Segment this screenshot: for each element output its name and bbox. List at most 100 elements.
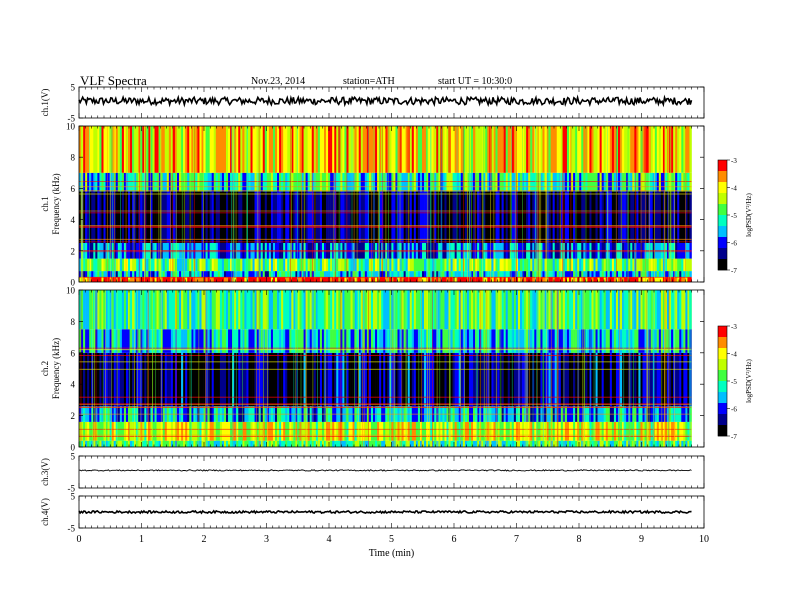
spectrogram-cell: [179, 172, 182, 192]
spectrogram-cell: [358, 191, 362, 243]
spectrogram-cell: [295, 126, 298, 173]
spectrogram-cell: [517, 271, 521, 278]
spectrogram-cell: [462, 191, 466, 243]
colorbar-cell: [718, 204, 727, 208]
spectrogram-cell: [350, 290, 353, 330]
spectrogram-cell: [164, 352, 168, 407]
spectrogram-cell: [585, 329, 588, 353]
spectrogram-cell: [332, 440, 335, 447]
spectrogram-cell: [309, 271, 313, 278]
spectrogram-cell: [638, 290, 641, 330]
colorbar-cell: [718, 427, 727, 431]
spectrogram-cell: [238, 352, 241, 407]
spectrogram-cell: [121, 421, 125, 441]
spectrogram-cell: [142, 258, 145, 272]
spectrogram-cell: [632, 191, 635, 243]
colorbar-cell: [718, 162, 727, 166]
spectrogram-cell: [91, 258, 94, 272]
spectrogram-cell: [362, 172, 366, 192]
spectrogram-cell: [130, 440, 133, 447]
spectrogram-cell: [89, 126, 92, 173]
spectrogram-cell: [581, 271, 584, 278]
spectrogram-cell: [391, 172, 394, 192]
spectrogram-cell: [152, 329, 155, 353]
spectrogram-cell: [354, 290, 357, 330]
spectrogram-cell: [297, 258, 300, 272]
spectrogram-cell: [383, 172, 386, 192]
spectrogram-cell: [379, 258, 382, 272]
spectrogram-cell: [270, 277, 274, 282]
spectrogram-cell: [240, 271, 243, 278]
spectrogram-cell: [528, 172, 531, 192]
spectrogram-cell: [364, 277, 368, 282]
spectrogram-cell: [573, 172, 576, 192]
spectrogram-cell: [446, 352, 449, 407]
spectrogram-cell: [658, 191, 662, 243]
spectrogram-cell: [515, 271, 519, 278]
colorbar-cell: [718, 187, 727, 191]
spectrogram-cell: [201, 290, 204, 330]
spectrogram-cell: [473, 290, 476, 330]
spectrogram-cell: [354, 271, 357, 278]
spectrogram-cell: [450, 172, 453, 192]
colorbar-cell: [718, 370, 727, 374]
spectrogram-cell: [387, 329, 390, 353]
spectrogram-cell: [166, 352, 170, 407]
spectrogram-cell: [599, 329, 602, 353]
spectrogram-cell: [393, 258, 396, 272]
spectrogram-cell: [611, 329, 615, 353]
spectrogram-cell: [656, 271, 660, 278]
spectrogram-cell: [638, 258, 641, 272]
spectrogram-cell: [177, 172, 180, 192]
spectrogram-cell: [250, 421, 253, 441]
spectrogram-cell: [250, 172, 253, 192]
spectrogram-cell: [254, 172, 257, 192]
spectrogram-cell: [419, 126, 423, 173]
spectrogram-cell: [248, 277, 251, 282]
spectrogram-cell: [183, 352, 186, 407]
spectrogram-cell: [142, 290, 145, 330]
spectrogram-cell: [544, 329, 547, 353]
spectrogram-cell: [125, 271, 129, 278]
spectrogram-cell: [158, 258, 161, 272]
spectrogram-cell: [601, 258, 605, 272]
spectrogram-cell: [497, 352, 500, 407]
spectrogram-cell: [664, 126, 668, 173]
spectrogram-cell: [172, 191, 176, 243]
spectrogram-cell: [405, 191, 409, 243]
spectrogram-cell: [491, 421, 494, 441]
spectrogram-cell: [579, 191, 582, 243]
spectrogram-cell: [128, 258, 131, 272]
spectrogram-cell: [113, 329, 117, 353]
spectrogram-cell: [385, 421, 388, 441]
spectrogram-cell: [564, 191, 568, 243]
spectrogram-cell: [597, 352, 600, 407]
spectrogram-cell: [411, 352, 415, 407]
spectrogram-cell: [577, 258, 580, 272]
spectrogram-cell: [675, 126, 678, 173]
spectrogram-cell: [358, 172, 362, 192]
spectrogram-cell: [370, 126, 374, 173]
spectrogram-cell: [511, 352, 515, 407]
spectrogram-cell: [515, 277, 519, 282]
date-label: Nov.23, 2014: [251, 76, 306, 87]
spectrogram-cell: [264, 329, 268, 353]
spectrogram-cell: [373, 290, 376, 330]
spectrogram-cell: [203, 352, 206, 407]
spectrogram-cell: [164, 440, 168, 447]
spectrogram-cell: [346, 271, 349, 278]
spectrogram-cell: [195, 440, 198, 447]
spectrogram-cell: [650, 258, 654, 272]
spectrogram-cell: [630, 271, 633, 278]
spectrogram-cell: [240, 421, 243, 441]
spectrogram-cell: [679, 271, 682, 278]
spectrogram-cell: [622, 258, 625, 272]
spectrogram-cell: [258, 421, 262, 441]
spectrogram-cell: [530, 191, 533, 243]
spectrogram-cell: [685, 421, 688, 441]
spectrogram-cell: [134, 352, 137, 407]
spectrogram-cell: [262, 277, 266, 282]
spectrogram-cell: [485, 258, 488, 272]
spectrogram-cell: [211, 126, 215, 173]
colorbar-tick-label: -3: [731, 157, 737, 165]
